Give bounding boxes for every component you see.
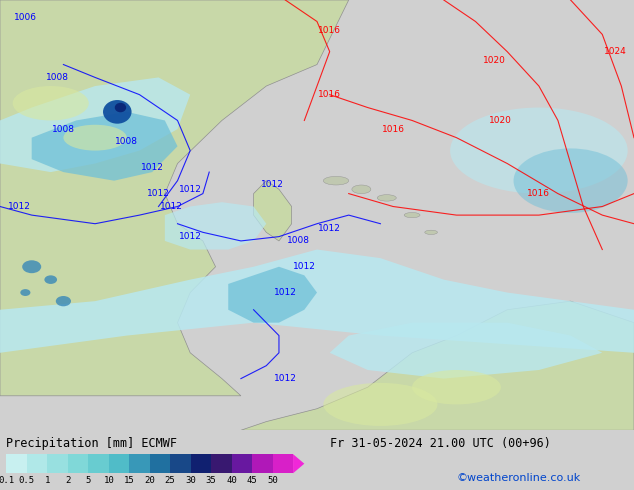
Text: 15: 15 bbox=[124, 476, 134, 485]
Polygon shape bbox=[293, 454, 304, 473]
Ellipse shape bbox=[323, 383, 437, 426]
Text: 45: 45 bbox=[247, 476, 257, 485]
Text: 40: 40 bbox=[226, 476, 237, 485]
Text: 1016: 1016 bbox=[382, 124, 404, 134]
Ellipse shape bbox=[13, 86, 89, 121]
Text: 1012: 1012 bbox=[261, 180, 284, 190]
Text: 1012: 1012 bbox=[147, 189, 170, 198]
Ellipse shape bbox=[63, 125, 127, 150]
Polygon shape bbox=[165, 202, 266, 249]
Bar bbox=[211, 454, 231, 473]
Text: 2: 2 bbox=[65, 476, 70, 485]
Text: Precipitation [mm] ECMWF: Precipitation [mm] ECMWF bbox=[6, 438, 178, 450]
Ellipse shape bbox=[514, 148, 628, 213]
Text: 1020: 1020 bbox=[489, 116, 512, 125]
Polygon shape bbox=[0, 77, 190, 172]
Text: 1012: 1012 bbox=[274, 288, 297, 297]
Polygon shape bbox=[330, 323, 602, 379]
Bar bbox=[252, 454, 273, 473]
Polygon shape bbox=[241, 301, 634, 430]
Polygon shape bbox=[254, 181, 292, 241]
Text: 1016: 1016 bbox=[318, 90, 341, 99]
Bar bbox=[170, 454, 191, 473]
Text: 1012: 1012 bbox=[179, 185, 202, 194]
Polygon shape bbox=[0, 0, 349, 396]
Polygon shape bbox=[228, 267, 317, 323]
Circle shape bbox=[20, 289, 30, 296]
Polygon shape bbox=[32, 112, 178, 181]
Circle shape bbox=[56, 296, 71, 306]
Ellipse shape bbox=[450, 108, 628, 194]
Text: 50: 50 bbox=[267, 476, 278, 485]
Bar bbox=[48, 454, 68, 473]
Ellipse shape bbox=[425, 230, 437, 235]
Text: 0.1: 0.1 bbox=[0, 476, 15, 485]
Text: 1016: 1016 bbox=[318, 25, 341, 35]
Text: 1012: 1012 bbox=[160, 202, 183, 211]
Text: 0.5: 0.5 bbox=[19, 476, 35, 485]
Circle shape bbox=[44, 275, 57, 284]
Text: 1008: 1008 bbox=[287, 236, 309, 245]
Bar bbox=[191, 454, 211, 473]
Text: 1: 1 bbox=[44, 476, 50, 485]
Text: 1008: 1008 bbox=[115, 138, 138, 147]
Text: 35: 35 bbox=[206, 476, 217, 485]
Text: 1012: 1012 bbox=[141, 163, 164, 172]
Text: 1024: 1024 bbox=[604, 47, 626, 56]
Bar bbox=[68, 454, 88, 473]
Polygon shape bbox=[0, 249, 634, 353]
Ellipse shape bbox=[377, 195, 396, 201]
Text: 1012: 1012 bbox=[274, 374, 297, 383]
Bar bbox=[109, 454, 129, 473]
Text: Fr 31-05-2024 21.00 UTC (00+96): Fr 31-05-2024 21.00 UTC (00+96) bbox=[330, 438, 550, 450]
Ellipse shape bbox=[404, 213, 420, 218]
Bar bbox=[88, 454, 109, 473]
Bar bbox=[6, 454, 27, 473]
Bar bbox=[231, 454, 252, 473]
Circle shape bbox=[22, 260, 41, 273]
Text: 1012: 1012 bbox=[318, 223, 341, 233]
Text: 1008: 1008 bbox=[52, 124, 75, 134]
Ellipse shape bbox=[115, 103, 126, 112]
Text: 30: 30 bbox=[185, 476, 196, 485]
Text: 25: 25 bbox=[165, 476, 176, 485]
Bar bbox=[150, 454, 170, 473]
Text: 10: 10 bbox=[103, 476, 114, 485]
Ellipse shape bbox=[412, 370, 501, 404]
Text: 1020: 1020 bbox=[483, 56, 506, 65]
Text: 1012: 1012 bbox=[293, 262, 316, 271]
Ellipse shape bbox=[323, 176, 349, 185]
Text: 1012: 1012 bbox=[179, 232, 202, 241]
Ellipse shape bbox=[352, 185, 371, 194]
Bar bbox=[129, 454, 150, 473]
Text: 5: 5 bbox=[86, 476, 91, 485]
Text: 1008: 1008 bbox=[46, 73, 68, 82]
Text: 1012: 1012 bbox=[8, 202, 30, 211]
Text: ©weatheronline.co.uk: ©weatheronline.co.uk bbox=[456, 473, 581, 483]
Bar bbox=[27, 454, 48, 473]
Bar bbox=[273, 454, 293, 473]
Ellipse shape bbox=[103, 100, 131, 123]
Text: 1006: 1006 bbox=[14, 13, 37, 22]
Text: 20: 20 bbox=[145, 476, 155, 485]
Text: 1016: 1016 bbox=[527, 189, 550, 198]
